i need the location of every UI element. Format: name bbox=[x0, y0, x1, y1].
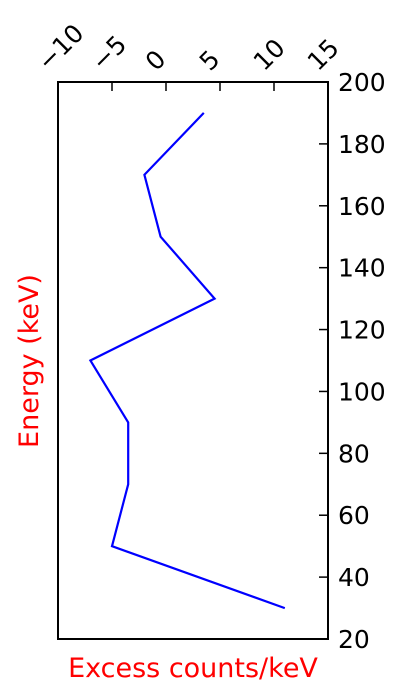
y-axis-label: Energy (keV) bbox=[14, 274, 45, 448]
x-tick-label: −5 bbox=[86, 30, 133, 77]
y-tick-label: 140 bbox=[338, 254, 386, 283]
y-tick-label: 80 bbox=[338, 439, 370, 468]
x-tick-label: 10 bbox=[248, 33, 291, 76]
series-line bbox=[88, 112, 286, 610]
y-tick-label: 180 bbox=[338, 130, 386, 159]
y-tick-label: 40 bbox=[338, 563, 370, 592]
y-tick-label: 200 bbox=[338, 68, 386, 97]
x-tick-label: −10 bbox=[32, 18, 90, 76]
y-tick-label: 60 bbox=[338, 501, 370, 530]
x-tick-label: 0 bbox=[140, 44, 172, 76]
x-axis-label: Excess counts/keV bbox=[68, 653, 318, 681]
y-tick-label: 120 bbox=[338, 316, 386, 345]
x-axis-ticks: −10−5 0 5 10 15 bbox=[32, 18, 345, 91]
x-tick-label: 5 bbox=[194, 44, 226, 76]
y-tick-label: 20 bbox=[338, 625, 370, 654]
y-tick-label: 100 bbox=[338, 377, 386, 406]
y-tick-label: 160 bbox=[338, 192, 386, 221]
y-axis-ticks: 20 40 60 80 100 120 140 160 180 200 bbox=[319, 68, 386, 654]
plot-frame bbox=[57, 81, 329, 640]
